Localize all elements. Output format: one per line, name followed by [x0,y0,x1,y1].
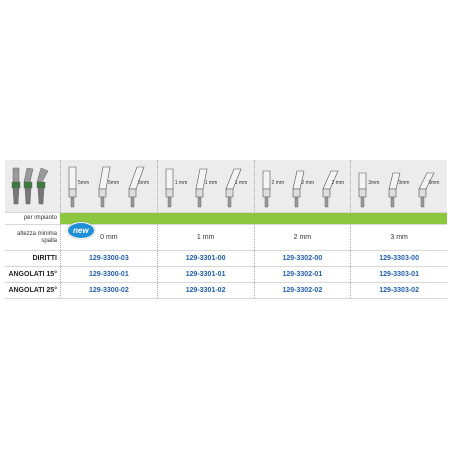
dimension-label: 3mm [368,180,380,186]
product-code: 129-3303-01 [350,267,447,282]
product-code: 129-3300-03 [60,251,157,266]
header-cell: 3mm 3mm 3mm [350,160,447,212]
product-code: 129-3300-02 [60,283,157,298]
dimension-label: 5mm [78,180,90,186]
row-label: ANGOLATI 15° [8,271,57,278]
row-label: ANGOLATI 25° [8,287,57,294]
dimension-label: 1 mm [204,180,218,186]
dimension-label: 2 mm [331,180,345,186]
product-table: 5mm 5mm 5mm 1 mm 1 mm 1 mm 2 mm 2 mm 2 mm 3mm 3mm 3… [5,160,447,299]
product-row: ANGOLATI 25° 129-3300-02 129-3301-02 129-33… [5,283,447,299]
dimension-label: 3mm [398,180,410,186]
height-row: altezza minima spalla new 0 mm 1 mm 2 mm 3 m… [5,222,447,251]
header-cell: 2 mm 2 mm 2 mm [253,160,351,212]
product-row: ANGOLATI 15° 129-3300-01 129-3301-01 129-33… [5,267,447,283]
product-code: 129-3300-01 [60,267,157,282]
implant-images [5,160,60,212]
header-cell: 5mm 5mm 5mm [60,160,157,212]
header-row: 5mm 5mm 5mm 1 mm 1 mm 1 mm 2 mm 2 mm 2 mm 3mm 3mm 3… [5,160,447,213]
green-bar [60,213,447,224]
table-body: DIRITTI 129-3300-03 129-3301-00 129-3302-00… [5,251,447,299]
product-code: 129-3301-02 [156,283,254,298]
row-label: DIRITTI [32,255,58,262]
header-cell: 1 mm 1 mm 1 mm [156,160,254,212]
dimension-label: 1 mm [174,180,188,186]
dimension-label: 2 mm [271,180,285,186]
product-code: 129-3303-00 [350,251,447,266]
abutment-icons [262,170,338,208]
abutment-icons [165,168,242,208]
height-value: 0 mm [100,234,118,241]
dimension-label: 5mm [138,180,150,186]
product-code: 129-3301-01 [156,267,254,282]
implant-row: per impianto [5,213,447,225]
dimension-label: 5mm [108,180,120,186]
product-code: 129-3302-01 [253,267,351,282]
product-code: 129-3301-00 [156,251,254,266]
product-code: 129-3302-00 [253,251,351,266]
dimension-label: 1 mm [234,180,248,186]
height-cell: new 0 mm [60,222,157,250]
height-cell: 2 mm [253,225,351,250]
implant-label: per impianto [23,215,57,221]
product-code: 129-3303-02 [350,283,447,298]
height-cell: 3 mm [350,225,447,250]
new-badge: new [67,222,95,239]
height-cell: 1 mm [156,225,254,250]
dimension-label: 3mm [428,180,440,186]
product-row: DIRITTI 129-3300-03 129-3301-00 129-3302-00… [5,251,447,267]
implant-icons [11,167,49,205]
dimension-label: 2 mm [301,180,315,186]
abutment-icons [358,172,435,208]
height-label: altezza minima spalla [16,230,57,244]
product-code: 129-3302-02 [253,283,351,298]
abutment-icons [68,166,145,208]
